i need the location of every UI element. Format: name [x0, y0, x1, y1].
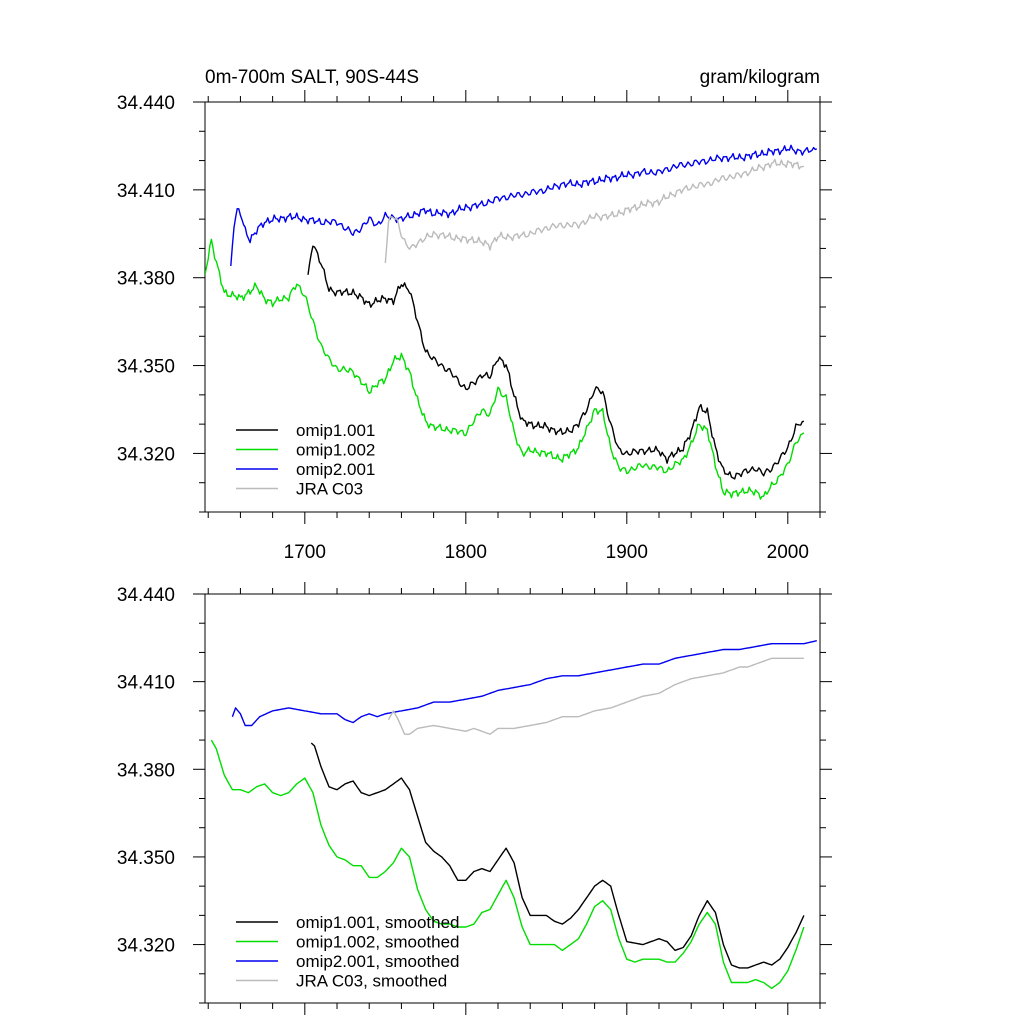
top-panel: 34.440 34.410 34.380 34.350 34.320 1700 1800 19…	[117, 90, 832, 563]
series-line-omip2-001	[230, 144, 818, 267]
y-tick-label: 34.320	[117, 936, 175, 957]
x-tick-label: 1700	[284, 542, 326, 563]
legend-label: omip2.001	[296, 460, 375, 479]
y-tick-label: 34.350	[117, 357, 175, 378]
y-tick-label: 34.410	[117, 181, 175, 202]
units-label: gram/kilogram	[700, 67, 820, 88]
bottom-panel: 34.440 34.410 34.380 34.350 34.320 omip1.001,…	[117, 582, 832, 1015]
series-line-jra-c03	[384, 158, 804, 264]
y-tick-label: 34.380	[117, 269, 175, 290]
series-line-jra-c03-smoothed	[387, 657, 804, 735]
x-tick-label: 1800	[445, 542, 487, 563]
series-line-omip1-002-smoothed	[210, 739, 805, 990]
legend-label: JRA C03, smoothed	[296, 972, 447, 991]
y-tick-label: 34.410	[117, 673, 175, 694]
y-tick-label: 34.380	[117, 760, 175, 781]
series-line-omip1-002	[205, 238, 805, 500]
y-tick-label: 34.440	[117, 585, 175, 606]
y-tick-label: 34.350	[117, 848, 175, 869]
x-tick-label: 2000	[767, 542, 809, 563]
legend-label: omip1.002, smoothed	[296, 933, 460, 952]
legend-label: omip2.001, smoothed	[296, 952, 460, 971]
series-line-omip1-001-smoothed	[310, 742, 805, 969]
legend-label: JRA C03	[296, 480, 363, 499]
y-tick-label: 34.440	[117, 93, 175, 114]
plot-title: 0m-700m SALT, 90S-44S	[205, 67, 419, 88]
y-tick-label: 34.320	[117, 444, 175, 465]
series-line-omip2-001-smoothed	[231, 640, 817, 727]
legend-label: omip1.002	[296, 441, 375, 460]
x-tick-label: 1900	[606, 542, 648, 563]
legend-label: omip1.001, smoothed	[296, 913, 460, 932]
series-line-omip1-001	[307, 245, 805, 480]
legend-label: omip1.001	[296, 421, 375, 440]
